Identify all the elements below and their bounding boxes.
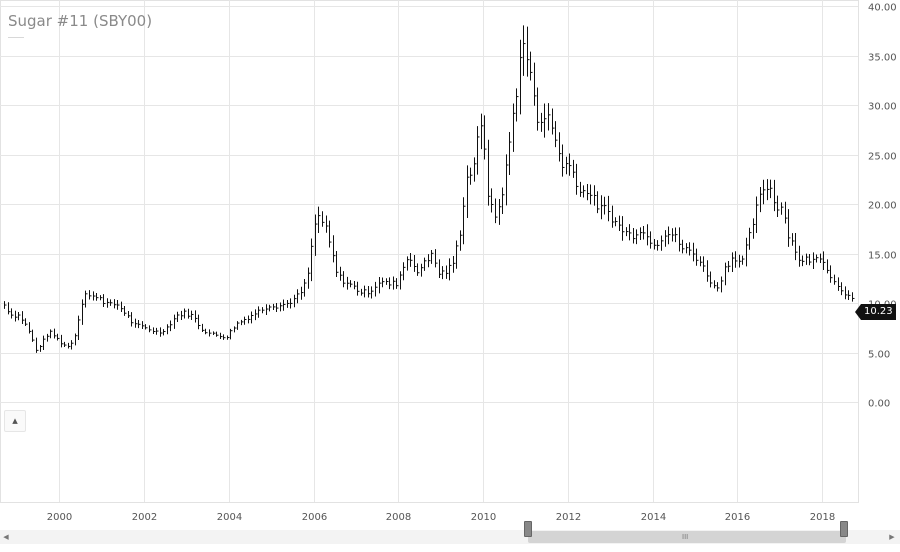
gridlines: [0, 0, 859, 503]
y-tick-label: 20.00: [868, 201, 897, 212]
x-axis-ticks: 2000 2002 2004 2006 2008 2010 2012 2014 2016 2018: [47, 512, 835, 523]
scroll-thumb[interactable]: III: [528, 531, 846, 543]
chart-title: Sugar #11 (SBY00): [8, 12, 153, 30]
triangle-left-icon: ◀: [3, 533, 9, 541]
x-tick-label: 2006: [302, 512, 327, 523]
chevron-up-icon: ▴: [12, 414, 18, 427]
x-tick-label: 2000: [47, 512, 72, 523]
title-divider: [8, 37, 24, 38]
range-end-handle[interactable]: [840, 521, 848, 537]
y-tick-label: 25.00: [868, 152, 897, 163]
scroll-right-button[interactable]: ▶: [886, 530, 898, 544]
y-tick-label: 0.00: [868, 399, 890, 410]
x-tick-label: 2018: [810, 512, 835, 523]
y-tick-label: 5.00: [868, 350, 890, 361]
scroll-left-button[interactable]: ◀: [0, 530, 12, 544]
y-tick-label: 30.00: [868, 102, 897, 113]
x-tick-label: 2002: [132, 512, 157, 523]
last-price-badge: 10.23: [855, 304, 896, 320]
x-tick-label: 2012: [556, 512, 581, 523]
y-tick-label: 40.00: [868, 3, 897, 14]
triangle-right-icon: ▶: [889, 533, 895, 541]
x-tick-label: 2016: [725, 512, 750, 523]
plot-border: [0, 0, 859, 503]
x-tick-label: 2008: [386, 512, 411, 523]
collapse-panel-button[interactable]: ▴: [4, 410, 26, 432]
x-tick-label: 2010: [471, 512, 496, 523]
x-tick-label: 2014: [641, 512, 666, 523]
price-bars: [4, 25, 855, 353]
y-tick-label: 15.00: [868, 251, 897, 262]
x-tick-label: 2004: [217, 512, 242, 523]
y-axis-ticks: 0.005.0010.0015.0020.0025.0030.0035.0040…: [868, 3, 897, 410]
y-tick-label: 35.00: [868, 53, 897, 64]
thumb-grip: III: [682, 533, 689, 541]
time-scrollbar[interactable]: ◀ III ▶: [0, 530, 900, 544]
range-start-handle[interactable]: [524, 521, 532, 537]
